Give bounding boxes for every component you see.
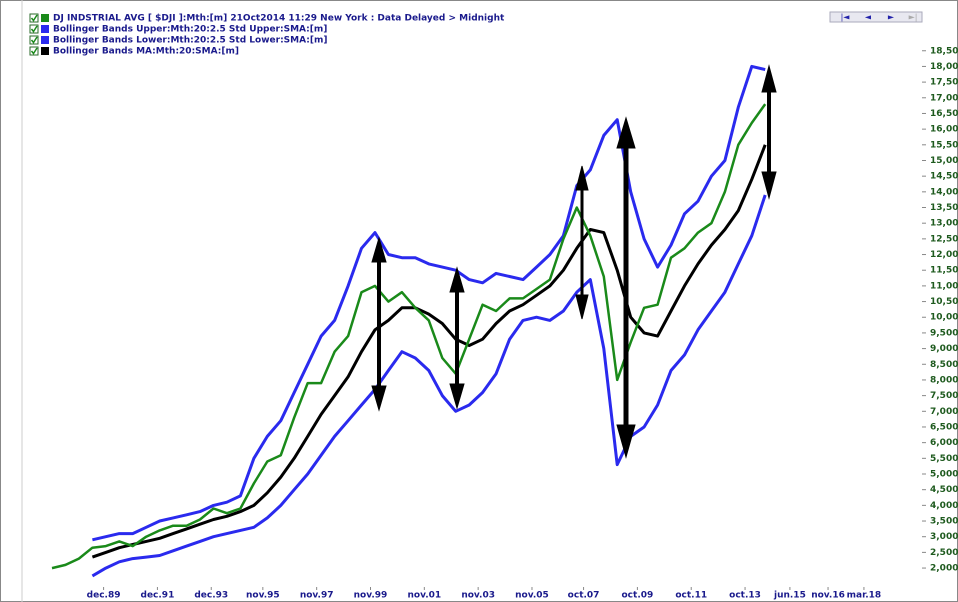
y-tick-label: 9,000 [930, 344, 958, 354]
legend-check [30, 36, 38, 44]
y-tick-label: 4,000 [930, 501, 958, 511]
y-tick-label: 2,500 [930, 548, 958, 558]
y-tick-label: 17,50 [930, 78, 958, 88]
arrow-head [616, 116, 636, 149]
arrow-head [616, 424, 636, 459]
y-tick-label: 6,000 [930, 438, 958, 448]
legend-checkbox [29, 24, 39, 34]
arrow-head [449, 266, 465, 293]
y-tick-label: 3,000 [930, 532, 958, 542]
legend-checkbox [29, 35, 39, 45]
x-tick-label: oct.09 [622, 591, 654, 601]
y-tick-label: 18,00 [930, 62, 958, 72]
arrow-head [761, 171, 777, 200]
y-tick-label: 7,000 [930, 407, 958, 417]
legend-label: DJ INDSTRIAL AVG [ $DJI ]:Mth:[m] 21Oct2… [53, 14, 505, 24]
x-tick-label: nov.99 [354, 591, 388, 601]
y-tick-label: 14,50 [930, 172, 958, 182]
x-tick-label: oct.07 [568, 591, 600, 601]
y-tick-label: 4,500 [930, 485, 958, 495]
y-tick-label: 10,50 [930, 297, 958, 307]
legend-swatch [41, 47, 49, 55]
y-tick-label: 11,50 [930, 266, 958, 276]
x-tick-label: oct.11 [675, 591, 707, 601]
nav-next[interactable]: ► [888, 13, 895, 22]
arrow-head [371, 385, 387, 412]
series-line [91, 194, 767, 578]
y-tick-label: 2,000 [930, 564, 958, 574]
y-tick-label: 13,50 [930, 203, 958, 213]
nav-bar [829, 11, 923, 23]
y-tick-label: 17,00 [930, 93, 958, 103]
legend-swatch [41, 14, 49, 22]
y-tick-label: 16,00 [930, 125, 958, 135]
arrow-head [575, 294, 589, 320]
y-tick-label: 3,500 [930, 517, 958, 527]
y-tick-label: 15,00 [930, 156, 958, 166]
nav-first[interactable]: |◄ [841, 13, 851, 22]
legend-swatch [41, 25, 49, 33]
series-line [51, 103, 767, 570]
x-tick-label: nov.03 [461, 591, 495, 601]
ticks: 18,50 18,00 17,50 17,00 16,50 16,00 15,50 15,00… [87, 46, 958, 600]
legend-checkbox [29, 13, 39, 23]
legend-label: Bollinger Bands Lower:Mth:20:2.5 Std Low… [53, 36, 327, 46]
x-tick-label: jun.15 [773, 591, 806, 601]
y-tick-label: 6,500 [930, 422, 958, 432]
y-tick-label: 18,50 [930, 46, 958, 56]
arrow-head [371, 236, 387, 263]
x-tick-label: nov.97 [300, 591, 334, 601]
y-tick-label: 8,000 [930, 375, 958, 385]
y-tick-label: 16,50 [930, 109, 958, 119]
series-line [91, 144, 767, 559]
y-tick-label: 5,500 [930, 454, 958, 464]
y-tick-label: 13,00 [930, 219, 958, 229]
legend: DJ INDSTRIAL AVG [ $DJI ]:Mth:[m] 21Oct2… [29, 13, 505, 57]
legend-label: Bollinger Bands Upper:Mth:20:2.5 Std Upp… [53, 25, 327, 35]
x-tick-label: dec.93 [194, 591, 228, 601]
y-tick-label: 14,00 [930, 187, 958, 197]
y-tick-label: 12,50 [930, 234, 958, 244]
x-tick-label: dec.89 [87, 591, 121, 601]
legend-check [30, 47, 38, 55]
series-line [92, 64, 766, 542]
arrow-head [575, 165, 589, 191]
x-tick-label: nov.16 [811, 591, 845, 601]
plot [51, 64, 767, 578]
y-tick-label: 10,00 [930, 313, 958, 323]
legend-swatch [41, 36, 49, 44]
y-tick-label: 9,500 [930, 328, 958, 338]
legend-checkbox [29, 46, 39, 56]
x-tick-label: nov.95 [246, 591, 280, 601]
y-tick-label: 11,00 [930, 281, 958, 291]
nav-prev[interactable]: ◄ [865, 13, 872, 22]
x-tick-label: oct.13 [729, 591, 761, 601]
x-tick-label: mar.18 [847, 591, 882, 601]
legend-check [30, 25, 38, 33]
x-tick-label: nov.01 [407, 591, 441, 601]
x-tick-label: nov.05 [515, 591, 549, 601]
arrow-head [449, 383, 465, 410]
arrow-head [761, 64, 777, 93]
legend-check [30, 14, 38, 22]
y-tick-label: 8,500 [930, 360, 958, 370]
y-tick-label: 5,000 [930, 470, 958, 480]
y-tick-label: 15,50 [930, 140, 958, 150]
x-tick-label: dec.91 [141, 591, 175, 601]
nav-last[interactable]: ►| [909, 13, 918, 22]
arrows [371, 64, 777, 459]
nav-buttons: |◄ ◄ ► ►| [829, 11, 923, 23]
y-tick-label: 12,00 [930, 250, 958, 260]
legend-label: Bollinger Bands MA:Mth:20:SMA:[m] [53, 47, 239, 57]
y-tick-label: 7,500 [930, 391, 958, 401]
